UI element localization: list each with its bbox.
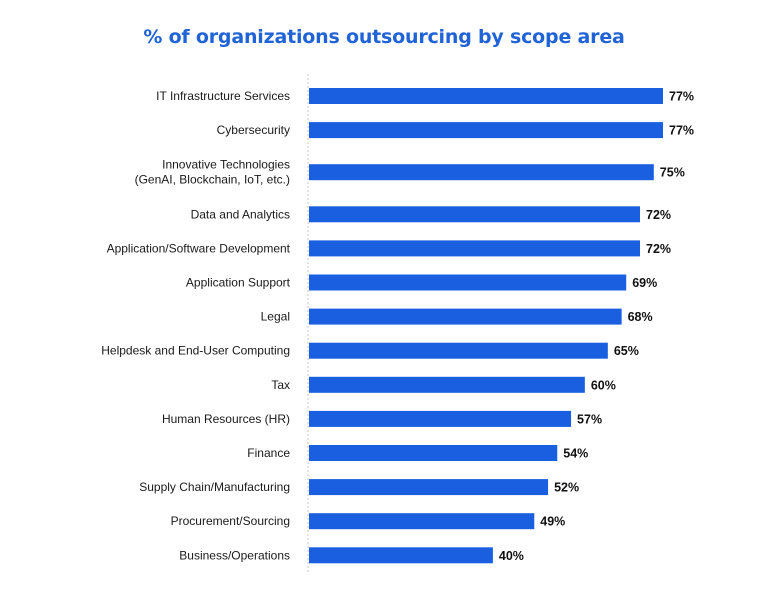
category-label-line: Finance (247, 446, 290, 460)
category-label: Helpdesk and End-User Computing (101, 344, 290, 358)
bar (309, 308, 622, 325)
category-label: Cybersecurity (217, 123, 290, 137)
category-label-line: Tax (271, 378, 290, 392)
bar (309, 547, 493, 564)
bars-group: 77% IT Infrastructure Services 77% Cybersec… (101, 88, 694, 564)
category-label-line: Application/Software Development (107, 241, 291, 255)
bar (309, 164, 654, 181)
bar (309, 513, 535, 530)
category-label: Data and Analytics (191, 207, 290, 221)
category-label: Application Support (186, 276, 291, 290)
bar (309, 342, 608, 359)
bar (309, 88, 663, 104)
bar (309, 376, 585, 393)
category-label-line: IT Infrastructure Services (156, 89, 290, 103)
category-label-line: Helpdesk and End-User Computing (101, 344, 290, 358)
category-label-line: Business/Operations (179, 548, 290, 562)
bar-value-label: 75% (660, 166, 685, 180)
bar-value-label: 57% (577, 412, 602, 426)
chart-title: % of organizations outsourcing by scope … (143, 26, 625, 48)
category-label-line: Application Support (186, 276, 291, 290)
bar (309, 206, 641, 223)
bar (309, 240, 641, 257)
bar-value-label: 40% (499, 549, 524, 563)
bar-value-label: 49% (540, 515, 565, 529)
bar-value-label: 65% (614, 344, 639, 358)
category-label: Innovative Technologies (GenAI, Blockchai… (135, 158, 290, 187)
category-label-line: Cybersecurity (217, 123, 290, 137)
category-label: Application/Software Development (107, 241, 291, 255)
bar-value-label: 52% (554, 481, 579, 495)
category-label-line: Data and Analytics (191, 207, 290, 221)
bar-value-label: 72% (646, 242, 671, 256)
category-label-line: Supply Chain/Manufacturing (139, 480, 290, 494)
category-label: Legal (261, 310, 290, 324)
category-label: Finance (247, 446, 290, 460)
bar (309, 122, 663, 139)
category-label: IT Infrastructure Services (156, 89, 290, 103)
bar-value-label: 77% (669, 90, 694, 104)
category-label-line: Innovative Technologies (162, 158, 290, 172)
category-label: Procurement/Sourcing (171, 514, 290, 528)
bar (309, 410, 572, 427)
bar (309, 274, 627, 291)
bar-value-label: 54% (563, 447, 588, 461)
bar-value-label: 60% (591, 378, 616, 392)
category-label: Human Resources (HR) (162, 412, 290, 426)
bar-value-label: 77% (669, 124, 694, 138)
category-label-line: (GenAI, Blockchain, IoT, etc.) (135, 173, 290, 187)
bar-value-label: 68% (628, 310, 653, 324)
category-label: Tax (271, 378, 290, 392)
category-label-line: Procurement/Sourcing (171, 514, 290, 528)
category-label-line: Human Resources (HR) (162, 412, 290, 426)
category-label: Supply Chain/Manufacturing (139, 480, 290, 494)
bar (309, 479, 549, 496)
category-label: Business/Operations (179, 548, 290, 562)
category-label-line: Legal (261, 310, 290, 324)
bar (309, 445, 558, 461)
bar-value-label: 69% (632, 276, 657, 290)
bar-value-label: 72% (646, 208, 671, 222)
